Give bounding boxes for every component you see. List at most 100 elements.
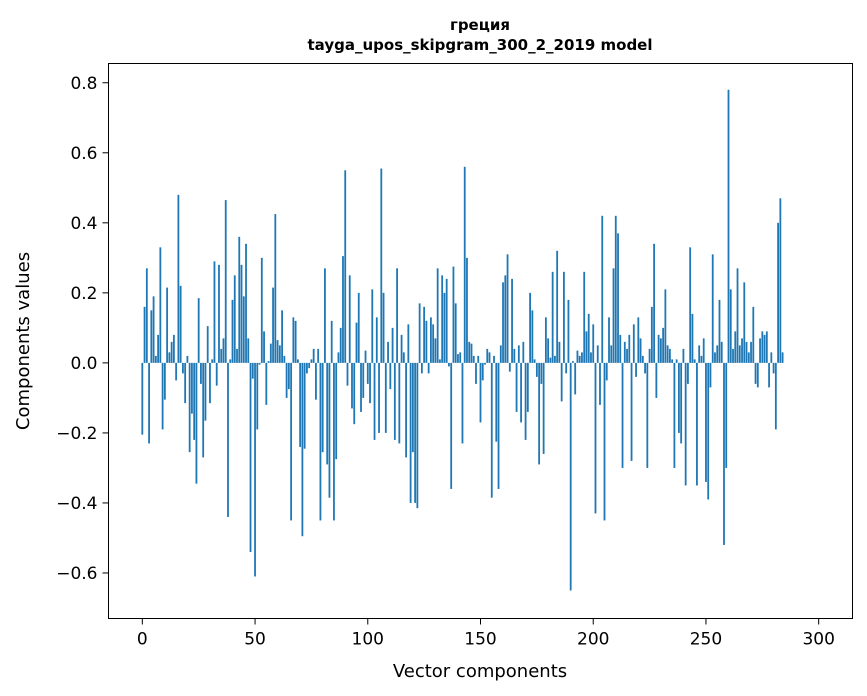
bar xyxy=(457,354,459,363)
bar xyxy=(197,298,200,363)
bar xyxy=(416,362,419,509)
bar xyxy=(339,327,342,363)
bar xyxy=(664,289,667,363)
bar xyxy=(254,362,256,577)
bar xyxy=(247,338,250,363)
bar xyxy=(599,362,601,405)
bar xyxy=(276,340,279,363)
bar xyxy=(574,362,577,395)
bar xyxy=(502,282,504,363)
bar xyxy=(659,338,662,363)
bar xyxy=(657,334,660,363)
bar xyxy=(486,348,489,363)
bar xyxy=(292,317,295,363)
bar xyxy=(707,362,710,500)
x-axis-label: Vector components xyxy=(393,661,567,682)
bar xyxy=(774,362,777,430)
bar xyxy=(184,362,187,404)
bar xyxy=(725,362,728,468)
bar xyxy=(551,271,554,363)
bar xyxy=(357,292,360,363)
bar xyxy=(427,362,430,374)
bar xyxy=(430,317,432,363)
bar xyxy=(705,362,707,482)
bar xyxy=(639,338,642,363)
bar xyxy=(472,355,475,363)
plot-frame xyxy=(108,63,853,619)
bar xyxy=(154,355,157,363)
bar xyxy=(204,362,207,421)
bar xyxy=(662,327,665,363)
bar xyxy=(452,266,455,363)
x-tick-label: 300 xyxy=(802,630,834,650)
bar xyxy=(227,362,229,517)
bar xyxy=(506,254,509,363)
bar xyxy=(522,341,525,363)
chart-subtitle: tayga_upos_skipgram_300_2_2019 model xyxy=(308,36,653,54)
bar xyxy=(680,362,683,444)
x-axis-ticks: 0 50 100 150 200 250 300 xyxy=(137,618,835,650)
bar xyxy=(272,287,274,363)
bar xyxy=(209,362,211,404)
bar xyxy=(569,362,572,591)
bar xyxy=(324,268,326,363)
bar xyxy=(585,331,588,363)
bar xyxy=(736,268,739,363)
bar xyxy=(481,362,484,381)
bar xyxy=(312,348,315,363)
bar xyxy=(542,362,545,454)
bar xyxy=(693,359,696,363)
bar xyxy=(632,324,635,363)
bar xyxy=(779,198,782,363)
bar xyxy=(759,338,761,363)
bar xyxy=(299,362,302,447)
bar xyxy=(497,362,500,489)
bar xyxy=(278,345,281,363)
bar xyxy=(265,362,268,405)
bar xyxy=(459,352,462,363)
bar xyxy=(745,341,748,363)
bar xyxy=(188,362,191,453)
x-tick-label: 0 xyxy=(137,630,148,650)
bar xyxy=(587,313,590,363)
bar xyxy=(215,362,218,386)
bar xyxy=(179,285,182,363)
bar xyxy=(576,350,579,363)
bar xyxy=(463,166,466,363)
bar xyxy=(371,289,374,363)
bar xyxy=(145,268,148,363)
bar xyxy=(333,362,335,521)
bar xyxy=(373,362,376,440)
bar xyxy=(193,362,196,440)
bar xyxy=(218,264,220,363)
bar xyxy=(544,317,547,363)
bar xyxy=(511,278,513,363)
bar xyxy=(646,362,649,468)
bar xyxy=(170,341,173,363)
bar xyxy=(741,338,743,363)
bar xyxy=(448,362,450,367)
bar xyxy=(200,362,202,384)
bar xyxy=(727,89,730,363)
bar xyxy=(689,247,692,363)
bar xyxy=(360,362,362,412)
bar xyxy=(605,362,608,381)
bar xyxy=(240,264,243,363)
bar xyxy=(220,348,223,363)
bar xyxy=(637,317,640,363)
bar xyxy=(678,362,680,433)
bar xyxy=(538,362,541,465)
bar xyxy=(747,352,750,363)
bar xyxy=(231,299,234,363)
y-tick-label: 0.6 xyxy=(70,144,97,164)
y-tick-label: 0.2 xyxy=(70,284,97,304)
bar xyxy=(499,345,502,363)
bar xyxy=(682,348,685,363)
bar xyxy=(402,352,405,363)
bar xyxy=(161,362,164,430)
bar xyxy=(554,355,556,363)
bar xyxy=(549,357,552,363)
x-tick-label: 50 xyxy=(244,630,266,650)
bar xyxy=(400,334,403,363)
bar xyxy=(504,275,507,363)
